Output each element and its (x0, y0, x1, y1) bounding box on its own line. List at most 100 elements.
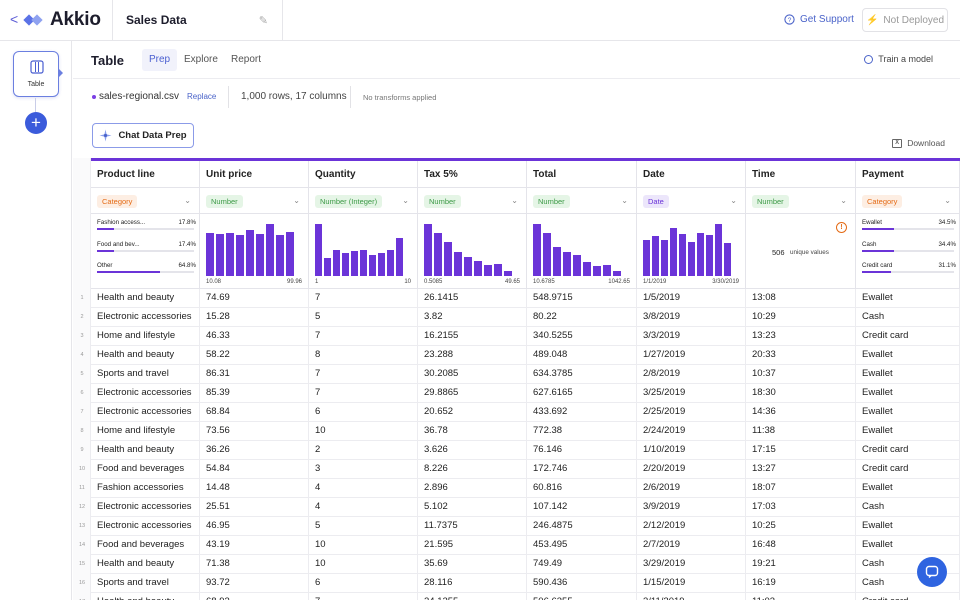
table-cell[interactable]: 29.8865 (418, 384, 527, 403)
table-cell[interactable]: Cash (856, 308, 960, 327)
column-type-selector[interactable]: Number ⌄ (418, 188, 527, 214)
table-cell[interactable]: 3/3/2019 (637, 327, 746, 346)
table-row[interactable]: Electronic accessories 46.95 5 11.7375 246.4… (91, 517, 960, 536)
table-cell[interactable]: 76.146 (527, 441, 637, 460)
table-cell[interactable]: 68.93 (200, 593, 309, 600)
table-cell[interactable]: Sports and travel (91, 365, 200, 384)
table-row[interactable]: Food and beverages 54.84 3 8.226 172.746 2/20… (91, 460, 960, 479)
table-cell[interactable]: 30.2085 (418, 365, 527, 384)
table-cell[interactable]: 68.84 (200, 403, 309, 422)
table-cell[interactable]: Cash (856, 498, 960, 517)
table-cell[interactable]: 1/15/2019 (637, 574, 746, 593)
table-cell[interactable]: Credit card (856, 327, 960, 346)
table-cell[interactable]: 3.82 (418, 308, 527, 327)
table-cell[interactable]: 54.84 (200, 460, 309, 479)
table-cell[interactable]: Sports and travel (91, 574, 200, 593)
table-cell[interactable]: Ewallet (856, 479, 960, 498)
table-cell[interactable]: 1/27/2019 (637, 346, 746, 365)
table-cell[interactable]: 3 (309, 460, 418, 479)
table-cell[interactable]: Health and beauty (91, 289, 200, 308)
table-cell[interactable]: 2/6/2019 (637, 479, 746, 498)
table-cell[interactable]: 17:03 (746, 498, 856, 517)
column-type-selector[interactable]: Category ⌄ (856, 188, 960, 214)
table-cell[interactable]: 634.3785 (527, 365, 637, 384)
table-row[interactable]: Fashion accessories 14.48 4 2.896 60.816 2/6/… (91, 479, 960, 498)
table-row[interactable]: Electronic accessories 25.51 4 5.102 107.142… (91, 498, 960, 517)
table-cell[interactable]: 10:25 (746, 517, 856, 536)
table-cell[interactable]: 36.78 (418, 422, 527, 441)
chevron-down-icon[interactable]: ⌄ (184, 196, 191, 205)
deploy-status-button[interactable]: ⚡ Not Deployed (862, 8, 948, 32)
table-cell[interactable]: 172.746 (527, 460, 637, 479)
project-name-field[interactable]: Sales Data ✎ (112, 0, 283, 41)
table-cell[interactable]: 14.48 (200, 479, 309, 498)
chevron-down-icon[interactable]: ⌄ (621, 196, 628, 205)
table-cell[interactable]: 4 (309, 498, 418, 517)
table-cell[interactable]: 24.1255 (418, 593, 527, 600)
table-cell[interactable]: 16:48 (746, 536, 856, 555)
table-cell[interactable]: 10:37 (746, 365, 856, 384)
table-cell[interactable]: 749.49 (527, 555, 637, 574)
table-cell[interactable]: Ewallet (856, 365, 960, 384)
table-cell[interactable]: 58.22 (200, 346, 309, 365)
column-type-selector[interactable]: Category ⌄ (91, 188, 200, 214)
table-cell[interactable]: Health and beauty (91, 346, 200, 365)
table-cell[interactable]: 7 (309, 593, 418, 600)
table-cell[interactable]: 71.38 (200, 555, 309, 574)
table-cell[interactable]: 11.7375 (418, 517, 527, 536)
column-header[interactable]: Time (746, 161, 856, 188)
download-button[interactable]: X Download (892, 138, 945, 148)
table-cell[interactable]: Ewallet (856, 384, 960, 403)
table-cell[interactable]: 6 (309, 403, 418, 422)
table-cell[interactable]: Ewallet (856, 403, 960, 422)
table-cell[interactable]: 3/8/2019 (637, 308, 746, 327)
table-cell[interactable]: 73.56 (200, 422, 309, 441)
table-cell[interactable]: 21.595 (418, 536, 527, 555)
table-cell[interactable]: Home and lifestyle (91, 327, 200, 346)
table-cell[interactable]: 4 (309, 479, 418, 498)
table-cell[interactable]: Health and beauty (91, 555, 200, 574)
table-cell[interactable]: 20.652 (418, 403, 527, 422)
table-cell[interactable]: 1/10/2019 (637, 441, 746, 460)
column-header[interactable]: Unit price (200, 161, 309, 188)
column-header[interactable]: Product line (91, 161, 200, 188)
table-cell[interactable]: 453.495 (527, 536, 637, 555)
table-cell[interactable]: 7 (309, 384, 418, 403)
table-cell[interactable]: 2 (309, 441, 418, 460)
table-cell[interactable]: Credit card (856, 441, 960, 460)
table-cell[interactable]: 36.26 (200, 441, 309, 460)
table-cell[interactable]: 17:15 (746, 441, 856, 460)
table-row[interactable]: Health and beauty 74.69 7 26.1415 548.9715 1/… (91, 289, 960, 308)
table-cell[interactable]: 3/9/2019 (637, 498, 746, 517)
table-row[interactable]: Health and beauty68.93724.1255506.63553/… (91, 593, 960, 600)
table-cell[interactable]: 340.5255 (527, 327, 637, 346)
table-cell[interactable]: 8 (309, 346, 418, 365)
table-cell[interactable]: 25.51 (200, 498, 309, 517)
chevron-down-icon[interactable]: ⌄ (293, 196, 300, 205)
table-cell[interactable]: Electronic accessories (91, 403, 200, 422)
tab-prep[interactable]: Prep (142, 49, 178, 71)
add-step-button[interactable]: + (25, 112, 47, 134)
table-row[interactable]: Sports and travel 86.31 7 30.2085 634.3785 2/… (91, 365, 960, 384)
column-type-selector[interactable]: Date ⌄ (637, 188, 746, 214)
table-cell[interactable]: Ewallet (856, 346, 960, 365)
sidebar-item-table[interactable]: Table (13, 51, 59, 97)
table-cell[interactable]: 548.9715 (527, 289, 637, 308)
chat-support-button[interactable] (917, 557, 947, 587)
table-cell[interactable]: 43.19 (200, 536, 309, 555)
table-row[interactable]: Electronic accessories 68.84 6 20.652 433.69… (91, 403, 960, 422)
column-header[interactable]: Total (527, 161, 637, 188)
table-cell[interactable]: Food and beverages (91, 460, 200, 479)
table-cell[interactable]: 246.4875 (527, 517, 637, 536)
table-cell[interactable]: 46.33 (200, 327, 309, 346)
warning-icon[interactable]: ! (836, 222, 847, 233)
table-row[interactable]: Food and beverages 43.19 10 21.595 453.495 2/… (91, 536, 960, 555)
table-cell[interactable]: Electronic accessories (91, 308, 200, 327)
train-model-button[interactable]: Train a model (864, 54, 933, 64)
table-cell[interactable]: 3/25/2019 (637, 384, 746, 403)
table-cell[interactable]: Ewallet (856, 422, 960, 441)
table-cell[interactable]: 10:29 (746, 308, 856, 327)
table-cell[interactable]: 2/7/2019 (637, 536, 746, 555)
table-cell[interactable]: 80.22 (527, 308, 637, 327)
table-cell[interactable]: 590.436 (527, 574, 637, 593)
